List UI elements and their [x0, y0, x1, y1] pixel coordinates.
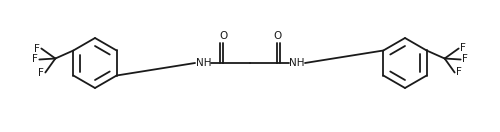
Text: F: F [38, 67, 44, 77]
Text: F: F [462, 55, 468, 65]
Text: F: F [460, 44, 466, 53]
Text: O: O [219, 31, 227, 41]
Text: F: F [32, 55, 38, 65]
Text: NH: NH [196, 58, 212, 68]
Text: NH: NH [288, 58, 304, 68]
Text: F: F [456, 67, 462, 77]
Text: O: O [273, 31, 281, 41]
Text: F: F [34, 44, 40, 53]
